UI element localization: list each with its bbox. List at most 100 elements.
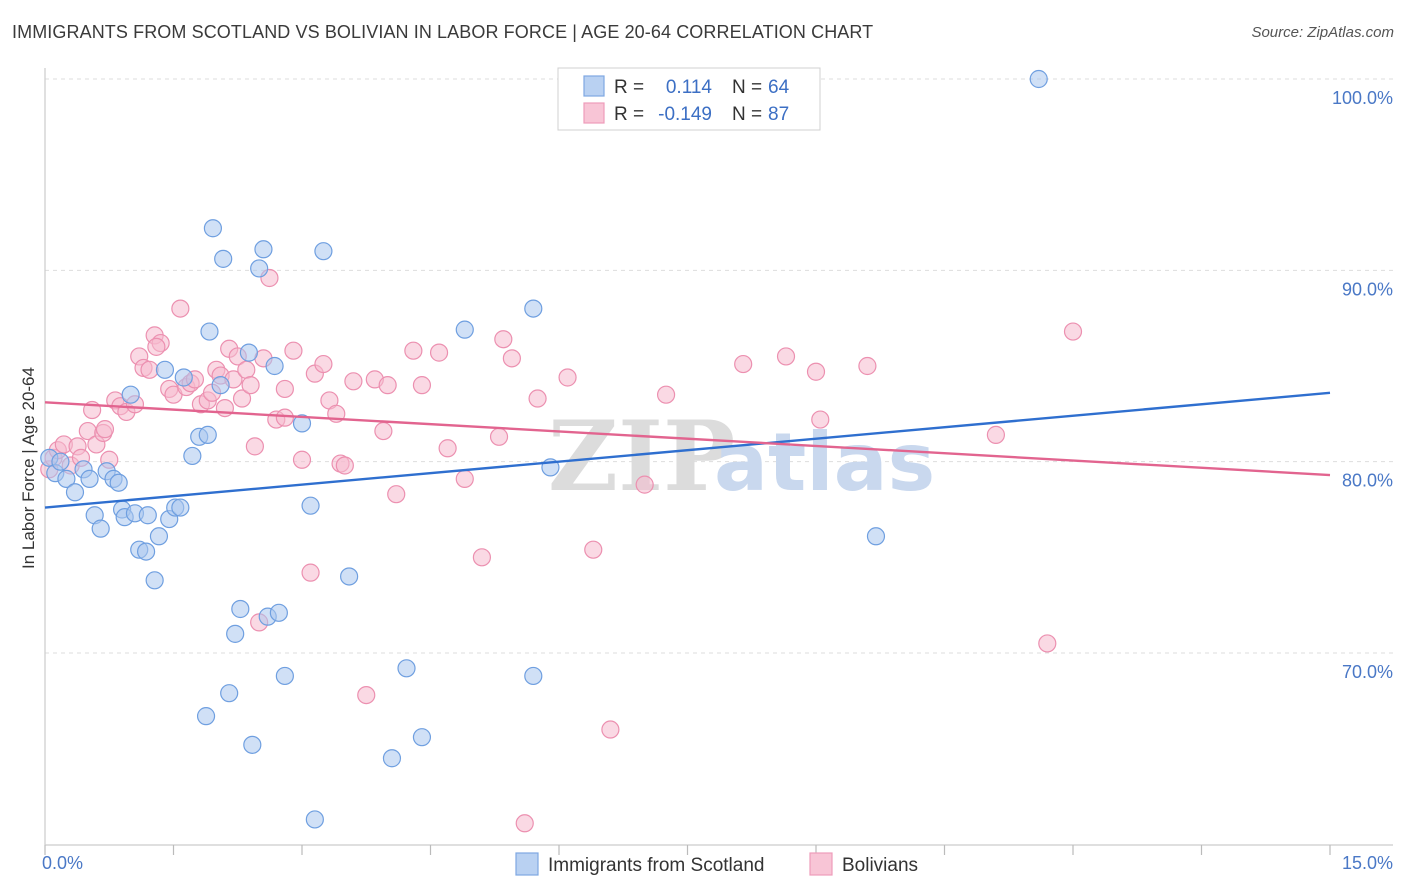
- y-tick-label-2: 90.0%: [1342, 279, 1393, 299]
- bolivians-point-23: [171, 299, 190, 318]
- bolivians-point-73: [734, 354, 753, 374]
- bolivians-point-77: [858, 356, 877, 376]
- scotland-point-30: [200, 322, 219, 341]
- x-tick-label-1: 15.0%: [1342, 853, 1393, 873]
- bolivians-point-53: [357, 685, 376, 705]
- scotland-point-45: [292, 414, 312, 433]
- bolivians-point-71: [635, 475, 654, 494]
- scotland-point-52: [412, 728, 432, 747]
- series-scotland-points: [40, 69, 1048, 829]
- bottom-legend-swatch-bolivians: [809, 852, 833, 876]
- scotland-point-28: [196, 707, 216, 726]
- bolivians-point-63: [489, 427, 509, 446]
- scotland-point-35: [226, 624, 245, 643]
- bolivians-point-83: [147, 337, 166, 356]
- stats-legend: R = 0.114 N = 64 R = -0.149 N = 87: [557, 67, 821, 131]
- scotland-point-17: [136, 542, 156, 561]
- scotland-trend-line: [44, 391, 1331, 509]
- bolivians-point-65: [502, 349, 521, 368]
- scotland-point-47: [305, 810, 324, 829]
- legend-n-value-1: 64: [768, 77, 790, 98]
- scotland-point-8: [91, 519, 110, 538]
- scotland-point-26: [183, 446, 202, 466]
- x-tick-labels: 0.0% 15.0%: [42, 853, 1393, 873]
- bottom-legend-label-bolivians: Bolivians: [842, 855, 918, 876]
- legend-r-value-2: -0.149: [658, 104, 712, 125]
- scotland-point-34: [220, 684, 239, 703]
- bolivians-point-66: [515, 814, 534, 833]
- bolivians-point-70: [601, 720, 620, 739]
- scotland-point-44: [275, 666, 294, 686]
- bolivians-point-74: [776, 347, 796, 366]
- bolivians-point-76: [811, 410, 830, 429]
- scotland-point-43: [269, 603, 288, 622]
- bolivians-point-79: [1038, 634, 1057, 653]
- bolivians-point-82: [378, 376, 397, 395]
- scotland-point-14: [121, 385, 140, 404]
- bolivians-point-18: [140, 360, 159, 379]
- scotland-point-55: [524, 666, 543, 686]
- scotland-point-38: [243, 735, 262, 754]
- series-bolivians-points: [40, 268, 1083, 833]
- legend-swatch-scotland: [583, 75, 605, 97]
- scotland-point-50: [382, 749, 402, 768]
- legend-n-label-2: N =: [732, 104, 762, 125]
- scotland-point-20: [149, 527, 169, 546]
- bolivians-point-68: [558, 368, 577, 387]
- y-tick-labels: 70.0% 80.0% 90.0% 100.0%: [1332, 88, 1393, 682]
- bolivians-point-86: [335, 456, 354, 475]
- bolivians-point-55: [374, 421, 393, 441]
- legend-r-label-2: R =: [614, 104, 644, 125]
- bolivians-point-61: [455, 469, 474, 488]
- bolivians-point-37: [237, 360, 256, 379]
- bolivians-point-84: [275, 408, 294, 427]
- scotland-point-46: [301, 496, 320, 515]
- bolivians-point-38: [241, 376, 260, 395]
- scotland-point-3: [57, 469, 76, 488]
- bolivians-point-80: [1063, 322, 1083, 341]
- scotland-point-39: [250, 259, 269, 278]
- legend-r-value-1: 0.114: [666, 77, 713, 98]
- scotland-point-58: [1029, 69, 1048, 89]
- scotland-point-29: [198, 425, 217, 444]
- bolivians-point-39: [245, 437, 264, 456]
- bolivians-point-36: [232, 389, 252, 408]
- scotland-point-54: [524, 299, 543, 318]
- bolivians-point-69: [584, 540, 603, 559]
- scotland-point-33: [214, 249, 233, 268]
- bolivians-point-44: [284, 341, 303, 360]
- watermark-zip: ZIP: [548, 400, 735, 513]
- bolivians-point-75: [806, 362, 826, 381]
- scotland-point-49: [340, 567, 359, 586]
- legend-n-value-2: 87: [768, 104, 789, 125]
- legend-r-label-1: R =: [614, 77, 644, 98]
- bolivians-point-78: [986, 425, 1006, 444]
- bolivians-point-56: [387, 485, 406, 504]
- scotland-point-2: [51, 452, 70, 471]
- bolivians-point-62: [472, 548, 491, 567]
- bottom-legend-label-scotland: Immigrants from Scotland: [548, 855, 764, 876]
- bolivians-point-46: [301, 563, 320, 582]
- bolivians-point-59: [429, 343, 449, 362]
- watermark: ZIP atlas: [548, 400, 935, 513]
- series-legend: Immigrants from Scotland Bolivians: [515, 852, 918, 876]
- legend-n-label-1: N =: [732, 77, 762, 98]
- scotland-point-42: [265, 356, 284, 376]
- bolivians-trend-line: [44, 401, 1331, 477]
- y-axis-title: In Labor Force | Age 20-64: [19, 367, 38, 569]
- scotland-point-6: [80, 469, 99, 488]
- scotland-point-11: [109, 473, 128, 492]
- scotland-point-21: [155, 360, 175, 379]
- scotland-point-37: [239, 343, 258, 362]
- bottom-legend-swatch-scotland: [515, 852, 539, 876]
- y-tick-label-0: 70.0%: [1342, 662, 1393, 682]
- scotland-point-25: [174, 368, 193, 387]
- scotland-point-57: [866, 527, 886, 546]
- scotland-point-18: [138, 506, 157, 525]
- chart-title: IMMIGRANTS FROM SCOTLAND VS BOLIVIAN IN …: [12, 22, 874, 42]
- trend-lines: [44, 391, 1331, 509]
- bolivians-point-85: [95, 420, 115, 439]
- bolivians-point-57: [404, 341, 423, 360]
- scotland-point-31: [203, 219, 223, 238]
- bolivians-point-43: [275, 379, 294, 399]
